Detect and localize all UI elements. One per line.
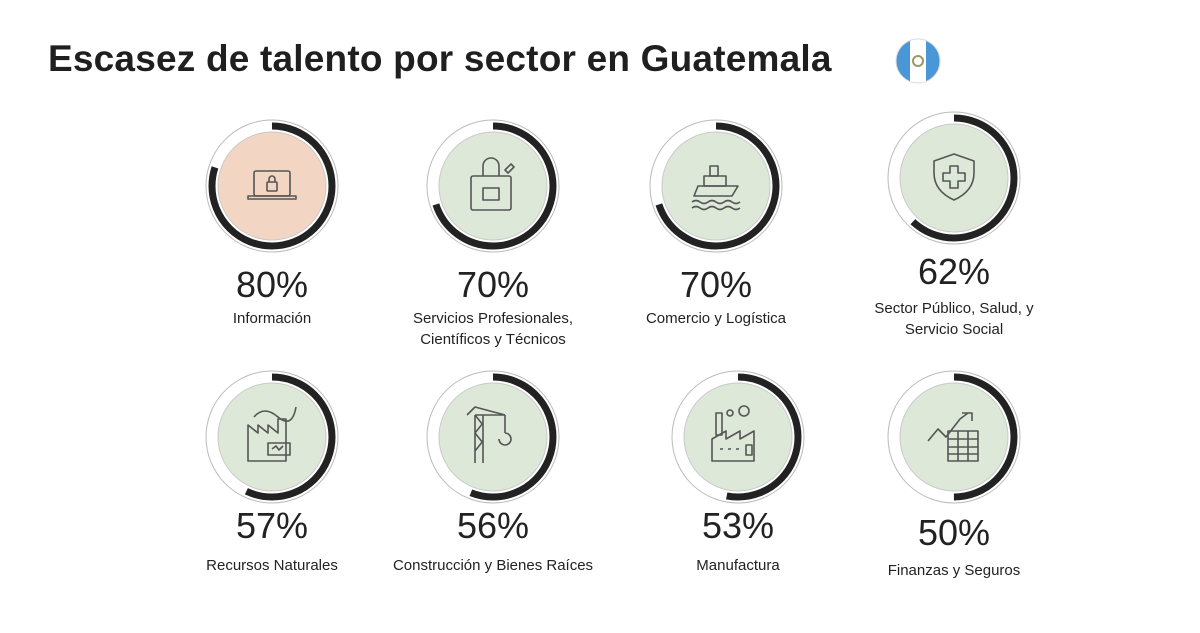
donut-chart bbox=[649, 119, 783, 253]
percent-value: 80% bbox=[235, 264, 309, 305]
guatemala-flag-icon bbox=[895, 38, 941, 84]
laptop-lock-icon bbox=[247, 170, 297, 200]
sector-label: Construcción y Bienes Raíces bbox=[392, 557, 594, 574]
crane-icon bbox=[466, 406, 512, 463]
percent-value: 62% bbox=[917, 251, 991, 292]
percent-value: 70% bbox=[456, 264, 530, 305]
donut-chart bbox=[671, 370, 805, 504]
donut-chart bbox=[887, 111, 1021, 245]
donut-chart bbox=[205, 370, 339, 504]
percent-value: 57% bbox=[235, 505, 309, 546]
ring-value-arc bbox=[652, 122, 780, 250]
sector-label: Finanzas y Seguros bbox=[887, 562, 1021, 579]
icon-background bbox=[217, 131, 327, 241]
sector-label: Comercio y Logística bbox=[645, 310, 787, 327]
ring-value-arc bbox=[890, 373, 1018, 501]
ring-value-arc bbox=[429, 122, 557, 250]
percent-value: 56% bbox=[456, 505, 530, 546]
chart-table-icon bbox=[927, 412, 979, 462]
donut-chart bbox=[426, 370, 560, 504]
ring-value-arc bbox=[208, 373, 336, 501]
page-title: Escasez de talento por sector en Guatema… bbox=[48, 38, 832, 79]
donut-chart bbox=[887, 370, 1021, 504]
ring-value-arc bbox=[429, 373, 557, 501]
donut-chart bbox=[205, 119, 339, 253]
ship-icon bbox=[691, 165, 741, 211]
ring-value-arc bbox=[890, 114, 1018, 242]
donut-chart bbox=[426, 119, 560, 253]
shield-cross-icon bbox=[933, 153, 975, 201]
sector-label: Información bbox=[232, 310, 312, 327]
ring-value-arc bbox=[208, 122, 336, 250]
icon-background bbox=[438, 382, 548, 492]
percent-value: 70% bbox=[679, 264, 753, 305]
icon-background bbox=[899, 382, 1009, 492]
factory-battery-icon bbox=[247, 406, 297, 462]
sector-label: Recursos Naturales bbox=[206, 557, 338, 574]
icon-background bbox=[217, 382, 327, 492]
icon-background bbox=[899, 123, 1009, 233]
icon-background bbox=[683, 382, 793, 492]
percent-value: 53% bbox=[701, 505, 775, 546]
sector-label: Manufactura bbox=[696, 557, 780, 574]
sector-label: Servicios Profesionales, Científicos y T… bbox=[412, 310, 574, 348]
ring-value-arc bbox=[674, 373, 802, 501]
briefcase-lock-icon bbox=[470, 157, 515, 211]
sector-label: Sector Público, Salud, y Servicio Social bbox=[874, 300, 1034, 338]
percent-value: 50% bbox=[917, 512, 991, 553]
icon-background bbox=[438, 131, 548, 241]
factory-icon bbox=[711, 405, 755, 462]
